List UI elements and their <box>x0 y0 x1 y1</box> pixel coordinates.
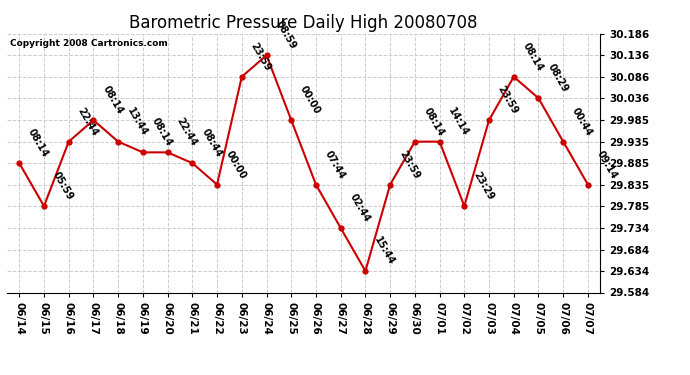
Text: 00:00: 00:00 <box>224 148 248 180</box>
Text: 22:44: 22:44 <box>76 106 100 138</box>
Title: Barometric Pressure Daily High 20080708: Barometric Pressure Daily High 20080708 <box>129 14 478 32</box>
Text: 08:14: 08:14 <box>150 116 174 148</box>
Text: 23:29: 23:29 <box>471 170 495 202</box>
Text: 00:00: 00:00 <box>298 84 322 116</box>
Text: 23:59: 23:59 <box>496 84 520 116</box>
Text: 08:44: 08:44 <box>199 127 224 159</box>
Text: 09:14: 09:14 <box>595 148 619 180</box>
Text: 08:59: 08:59 <box>273 19 297 51</box>
Text: 08:14: 08:14 <box>100 84 125 116</box>
Text: 00:44: 00:44 <box>570 106 594 138</box>
Text: 14:14: 14:14 <box>446 106 471 138</box>
Text: 08:14: 08:14 <box>521 40 545 73</box>
Text: 02:44: 02:44 <box>348 192 372 224</box>
Text: 22:44: 22:44 <box>175 116 199 148</box>
Text: 08:14: 08:14 <box>422 105 446 138</box>
Text: 23:59: 23:59 <box>397 148 421 180</box>
Text: 23:59: 23:59 <box>248 41 273 73</box>
Text: Copyright 2008 Cartronics.com: Copyright 2008 Cartronics.com <box>10 39 168 48</box>
Text: 08:14: 08:14 <box>26 127 50 159</box>
Text: 15:44: 15:44 <box>373 235 397 267</box>
Text: 08:29: 08:29 <box>545 62 570 94</box>
Text: 05:59: 05:59 <box>51 170 75 202</box>
Text: 07:44: 07:44 <box>323 148 347 180</box>
Text: 13:44: 13:44 <box>125 106 149 138</box>
